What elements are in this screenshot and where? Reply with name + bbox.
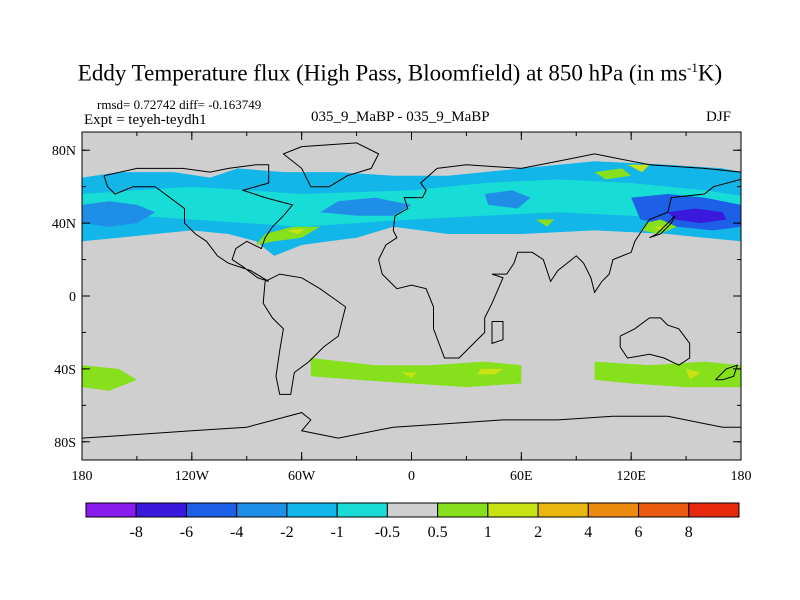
y-tick-label: 40N [52, 217, 76, 232]
eurasia-africa-coast [378, 153, 742, 359]
colorbar-swatch [85, 502, 137, 518]
y-tick-label: 80S [54, 436, 76, 451]
x-tick-label: 60E [510, 469, 533, 484]
y-tick-label: 80N [52, 144, 76, 159]
colorbar-label: -1 [330, 524, 343, 541]
contour-arctic-pos-2 [627, 164, 650, 173]
colorbar-label: 2 [534, 524, 542, 541]
colorbar-swatch [236, 502, 288, 518]
rmsd-diff-stats: rmsd= 0.72742 diff= -0.163749 [97, 97, 262, 112]
contour-japan-pos-2 [653, 226, 668, 231]
north-america-coast [103, 164, 294, 282]
contour-pacific-core [82, 201, 156, 227]
contour-arctic-pos [594, 168, 632, 180]
y-tick-label: 0 [69, 290, 76, 305]
colorbar-swatch [135, 502, 187, 518]
colorbar-label: -8 [130, 524, 143, 541]
contour-so-east-pacific [82, 365, 137, 391]
x-tick-label: 180 [731, 469, 752, 484]
chart-title: Eddy Temperature flux (High Pass, Bloomf… [77, 60, 723, 86]
season-label: DJF [706, 109, 732, 125]
x-tick-label: 0 [408, 469, 415, 484]
chart-title-exponent: -1 [687, 60, 698, 75]
colorbar-swatch [688, 502, 740, 518]
colorbar-label: -4 [230, 524, 243, 541]
contour-so-pacific-2 [686, 368, 701, 380]
contour-kuroshio-min [667, 208, 727, 224]
colorbar-label: -2 [280, 524, 293, 541]
contour-so-atlantic-indian-2 [477, 368, 503, 375]
chart-subtitle: 035_9_MaBP - 035_9_MaBP [311, 109, 490, 125]
x-tick-label: 120E [616, 469, 646, 484]
colorbar-swatch [386, 502, 439, 518]
nz-coast [715, 364, 739, 381]
colorbar-label: 4 [584, 524, 592, 541]
colorbar-label: -6 [180, 524, 193, 541]
contour-atlantic-core [320, 197, 412, 216]
south-america-coast [262, 273, 347, 395]
y-tick-label: 40S [54, 363, 76, 378]
antarctica-coast [81, 412, 741, 439]
colorbar-label: 6 [635, 524, 643, 541]
colorbar-swatch [587, 502, 640, 518]
colorbar-label: 8 [685, 524, 693, 541]
experiment-label: Expt = teyeh-teydh1 [84, 112, 207, 128]
australia-coast [619, 317, 691, 366]
colorbar-swatch [537, 502, 589, 518]
x-tick-label: 180 [72, 469, 93, 484]
contour-gulf-pos-2 [287, 228, 306, 234]
colorbar-label: -0.5 [375, 524, 400, 541]
colorbar-label: 0.5 [428, 524, 448, 541]
colorbar-swatch [437, 502, 489, 518]
x-tick-label: 60W [288, 469, 316, 484]
colorbar-swatch [638, 502, 690, 518]
japan-coast [649, 215, 676, 239]
madagascar-coast [491, 321, 504, 345]
contour-med-pos [536, 219, 555, 227]
contour-gulf-pos [255, 226, 320, 245]
colorbar-label: 1 [484, 524, 492, 541]
greenland-coast [282, 142, 380, 188]
contour-so-atlantic-indian-3 [402, 372, 417, 378]
colorbar-swatch [185, 502, 238, 518]
contour-asia-core [484, 190, 531, 209]
colorbar-swatch [286, 502, 338, 518]
colorbar-swatch [336, 502, 388, 518]
x-tick-label: 120W [175, 469, 210, 484]
colorbar-swatch [487, 502, 539, 518]
contour-so-pacific [594, 361, 741, 388]
